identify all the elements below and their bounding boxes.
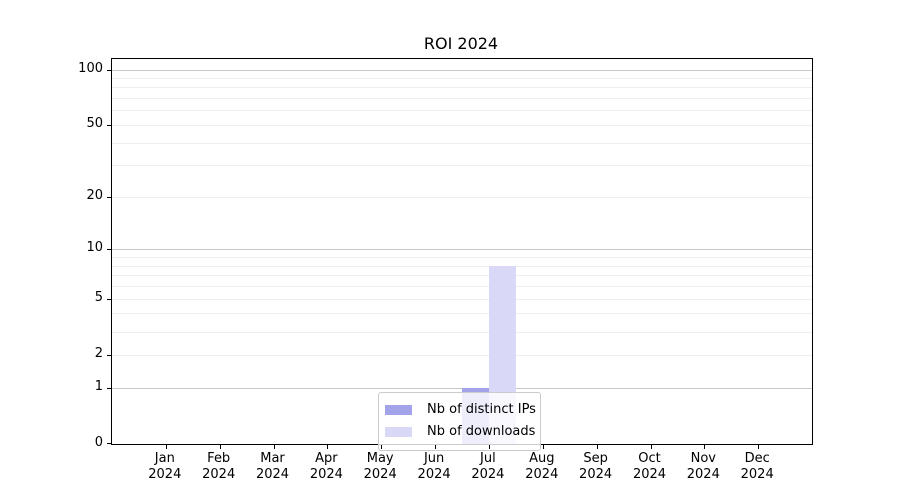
x-tick-label: Aug 2024 <box>525 451 559 482</box>
y-tick-mark <box>107 197 111 198</box>
legend-swatch-distinct-ips <box>385 405 412 415</box>
y-tick-mark <box>107 354 111 356</box>
x-tick-label: Oct 2024 <box>632 451 667 482</box>
y-tick-label: 50 <box>86 116 103 131</box>
x-tick-label: Jan 2024 <box>148 451 182 482</box>
x-tick-mark <box>596 445 598 449</box>
y-tick-mark <box>107 125 111 126</box>
gridline-minor <box>112 78 812 79</box>
x-tick-mark <box>273 445 275 449</box>
x-tick-label: Jul 2024 <box>471 451 505 482</box>
gridline-minor <box>112 197 812 198</box>
gridline-minor <box>112 142 812 144</box>
x-tick-mark <box>381 445 383 449</box>
gridline-minor <box>112 265 812 267</box>
y-tick-label: 2 <box>94 345 103 361</box>
x-tick-mark <box>327 445 329 449</box>
x-tick-label: Jun 2024 <box>417 451 451 482</box>
gridline-minor <box>112 354 812 356</box>
legend-label-downloads: Nb of downloads <box>427 424 536 439</box>
x-tick-mark <box>542 445 544 449</box>
chart-title: ROI 2024 <box>423 34 499 53</box>
gridline-minor <box>112 286 812 288</box>
x-tick-label: Dec 2024 <box>740 451 774 482</box>
legend-row-downloads: Nb of downloads <box>385 421 536 443</box>
y-tick-label: 5 <box>94 289 103 305</box>
y-tick-mark <box>107 387 111 389</box>
gridline-minor <box>112 165 812 167</box>
x-tick-mark <box>758 445 760 449</box>
y-tick-mark <box>107 298 111 300</box>
x-tick-mark <box>650 445 652 449</box>
gridline-minor <box>112 98 812 100</box>
y-tick-mark <box>107 69 111 71</box>
gridline-minor <box>112 110 812 112</box>
gridline-major <box>112 69 812 71</box>
y-tick-mark <box>107 443 111 444</box>
x-tick-label: Mar 2024 <box>255 451 290 482</box>
x-tick-label: Sep 2024 <box>579 451 613 482</box>
gridline-minor <box>112 275 812 277</box>
gridline-minor <box>112 257 812 259</box>
gridline-minor <box>112 313 812 315</box>
x-tick-label: Nov 2024 <box>686 451 720 482</box>
gridline-minor <box>112 298 812 300</box>
x-tick-mark <box>219 445 221 449</box>
plot-area: Nb of distinct IPs Nb of downloads <box>107 58 813 451</box>
x-tick-mark <box>435 445 437 449</box>
x-tick-mark <box>488 445 490 449</box>
y-tick-label: 1 <box>94 378 103 394</box>
x-tick-label: Feb 2024 <box>202 451 236 482</box>
legend-swatch-downloads <box>385 427 412 437</box>
y-tick-mark <box>107 249 111 251</box>
x-tick-mark <box>704 445 706 449</box>
y-tick-label: 100 <box>78 60 103 76</box>
gridline-major <box>112 249 812 251</box>
gridline-minor <box>112 331 812 333</box>
y-tick-label: 0 <box>94 435 103 450</box>
x-tick-mark <box>165 445 167 449</box>
legend-row-distinct-ips: Nb of distinct IPs <box>385 399 536 421</box>
y-tick-label: 20 <box>86 188 103 203</box>
x-tick-label: May 2024 <box>363 451 397 482</box>
legend-label-distinct-ips: Nb of distinct IPs <box>427 402 536 417</box>
gridline-minor <box>112 125 812 126</box>
y-tick-label: 10 <box>86 240 103 256</box>
gridline-minor <box>112 87 812 89</box>
legend: Nb of distinct IPs Nb of downloads <box>378 392 541 451</box>
x-tick-label: Apr 2024 <box>309 451 343 482</box>
